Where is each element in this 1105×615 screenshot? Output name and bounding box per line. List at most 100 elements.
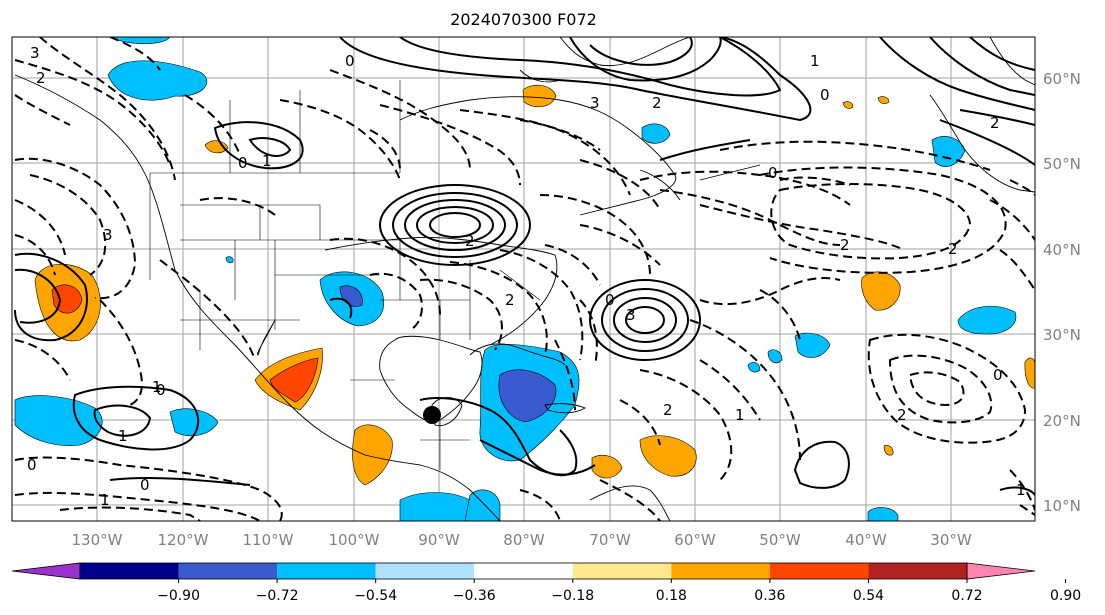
blob-orange-right-edge <box>1024 357 1035 389</box>
colorbar <box>11 562 1036 580</box>
blob-blue-pacific-north <box>107 60 208 101</box>
colorbar-tick-label: −0.18 <box>551 588 594 604</box>
colorbar-segment <box>277 563 376 579</box>
lat-label: 50°N <box>1043 155 1081 173</box>
lat-label: 30°N <box>1043 326 1081 344</box>
lon-label: 80°W <box>503 531 545 549</box>
lon-label: 40°W <box>845 531 887 549</box>
blob-blue-bottom-2 <box>464 489 501 521</box>
lat-label: 40°N <box>1043 241 1081 259</box>
colorbar-segment <box>474 563 573 579</box>
contour-label: 0 <box>820 86 830 104</box>
contour-label: 0 <box>156 381 166 399</box>
contours-dashed <box>14 37 1035 521</box>
colorbar-tick-label: −0.36 <box>453 588 496 604</box>
contour-label: 0 <box>993 366 1003 384</box>
latitude-labels: 60°N 50°N 40°N 30°N 20°N 10°N <box>1043 70 1081 515</box>
contour-label: 2 <box>990 114 1000 132</box>
blob-blue-pacific-low2 <box>169 408 219 437</box>
colorbar-tick-label: 0.54 <box>853 588 884 604</box>
shaded-anomalies <box>14 37 1035 521</box>
colorbar-segment <box>572 563 672 579</box>
map-gridlines <box>12 37 1035 521</box>
blob-orange-labrador <box>522 84 557 108</box>
blob-blue-small-pac <box>225 256 234 264</box>
contour-label: 1 <box>152 378 162 396</box>
blob-orange-atlantic-2 <box>591 455 623 479</box>
lon-label: 30°W <box>930 531 972 549</box>
lon-label: 100°W <box>329 531 380 549</box>
contour-label: 2 <box>652 94 662 112</box>
blob-orange-atlantic-1 <box>639 435 697 477</box>
blob-orange-small-greenland <box>877 96 890 104</box>
contour-label: 1 <box>1016 481 1026 499</box>
colorbar-frame <box>79 562 968 580</box>
colorbar-tick-label: −0.72 <box>256 588 299 604</box>
lat-label: 60°N <box>1043 70 1081 88</box>
contour-label: 0 <box>768 164 778 182</box>
blob-orange-gulf <box>352 424 393 486</box>
contour-label: 3 <box>30 44 40 62</box>
blob-orange-small-841 <box>842 101 854 109</box>
contour-label: 2 <box>465 232 475 250</box>
colorbar-tick-label: 0.72 <box>951 588 982 604</box>
colorbar-extend-max <box>966 562 1036 580</box>
lon-label: 120°W <box>158 531 209 549</box>
blob-blue-small-atl <box>747 361 761 373</box>
coastlines <box>14 37 1035 521</box>
contour-label: 1 <box>100 491 110 509</box>
map-title: 2024070300 F072 <box>450 10 597 29</box>
contour-label: 0 <box>605 291 615 309</box>
longitude-labels: 130°W 120°W 110°W 100°W 90°W 80°W 70°W 6… <box>72 531 972 549</box>
colorbar-segment <box>375 563 475 579</box>
colorbar-segment <box>868 563 967 579</box>
contour-label: 1 <box>810 52 820 70</box>
contour-label: 2 <box>948 240 958 258</box>
colorbar-segment <box>178 563 278 579</box>
contour-labels: 3 2 0 3 2 0 1 2 0 2 2 1 0 3 2 3 0 1 0 2 … <box>27 44 1026 509</box>
colorbar-tick-label: 0.18 <box>656 588 687 604</box>
map-frame <box>11 36 1036 522</box>
colorbar-extend-min <box>11 562 81 580</box>
political-borders <box>149 80 541 470</box>
blob-red-mexico <box>269 357 319 403</box>
contour-label: 2 <box>36 69 46 87</box>
contour-label: 0 <box>140 476 150 494</box>
colorbar-segment <box>769 563 869 579</box>
blob-orange-small-886 <box>883 445 894 456</box>
contour-label: 2 <box>840 236 850 254</box>
colorbar-tick-label: −0.54 <box>354 588 397 604</box>
contour-label: 2 <box>505 291 515 309</box>
blob-blue-pacific-low <box>14 395 103 446</box>
lon-label: 70°W <box>589 531 631 549</box>
contour-label: 3 <box>590 94 600 112</box>
blob-darkblue-caribbean <box>498 369 557 423</box>
lon-label: 60°W <box>674 531 716 549</box>
lon-label: 110°W <box>243 531 294 549</box>
colorbar-tick-label: 0.36 <box>754 588 785 604</box>
contour-label: 1 <box>118 427 128 445</box>
colorbar-segment <box>80 563 179 579</box>
contour-label: 3 <box>103 226 113 244</box>
lon-label: 50°W <box>759 531 801 549</box>
blob-blue-bottom-3 <box>867 507 899 521</box>
contour-label: 2 <box>663 401 673 419</box>
contour-label: 1 <box>735 406 745 424</box>
blob-blue-atl-1 <box>794 332 831 358</box>
contour-label: 0 <box>27 456 37 474</box>
lat-label: 20°N <box>1043 412 1081 430</box>
contour-label: 1 <box>262 152 272 170</box>
contour-label: 0 <box>345 52 355 70</box>
storm-center-marker <box>423 406 441 424</box>
blob-blue-greenland-south <box>641 123 671 144</box>
contours-solid <box>14 37 1035 496</box>
lon-label: 90°W <box>418 531 460 549</box>
colorbar-segment <box>671 563 770 579</box>
blob-blue-atl-2 <box>957 305 1017 335</box>
blob-blue-small-atl2 <box>767 349 783 364</box>
contour-label: 2 <box>897 406 907 424</box>
contour-label: 3 <box>626 306 636 324</box>
colorbar-ticks: −0.90 −0.72 −0.54 −0.36 −0.18 0.18 0.36 0.54 0.7… <box>157 579 1081 604</box>
colorbar-tick-label: −0.90 <box>157 588 200 604</box>
